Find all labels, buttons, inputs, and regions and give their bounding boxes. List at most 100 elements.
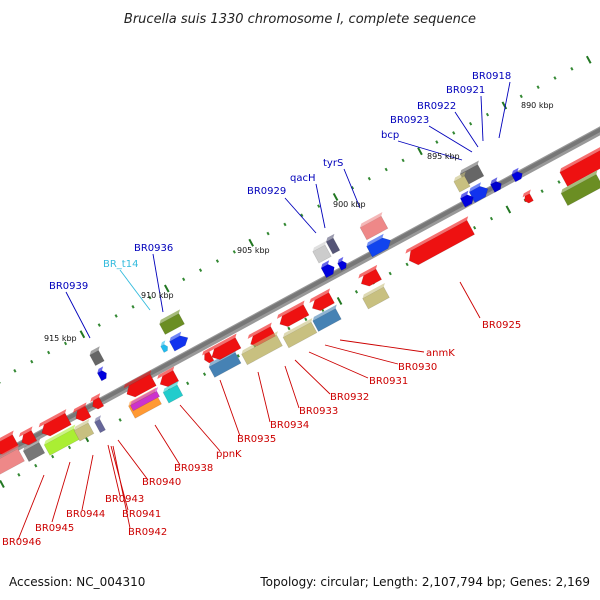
- leader-line: [454, 111, 479, 148]
- scale-label: 895 kbp: [427, 152, 460, 161]
- gene-label-br0931[interactable]: BR0931: [369, 376, 408, 387]
- gene-block: [123, 370, 157, 398]
- gene-features: [0, 142, 600, 476]
- gene-label-br0921[interactable]: BR0921: [446, 85, 485, 96]
- gene-label-br0936[interactable]: BR0936: [134, 243, 173, 254]
- leader-line: [112, 445, 131, 529]
- summary-text: Topology: circular; Length: 2,107,794 bp…: [259, 575, 590, 589]
- gene-label-anmk[interactable]: anmK: [426, 348, 455, 359]
- leader-line: [308, 351, 369, 379]
- leader-line: [17, 474, 45, 541]
- gene-label-br0942[interactable]: BR0942: [128, 527, 167, 538]
- gene-label-br0941[interactable]: BR0941: [122, 509, 161, 520]
- tick-mark: [417, 147, 423, 156]
- leader-line: [119, 269, 151, 311]
- tick-mark: [489, 216, 494, 221]
- gene-label-br0925[interactable]: BR0925: [482, 320, 521, 331]
- tick-mark: [536, 85, 540, 89]
- gene-block-bevel: [94, 415, 101, 423]
- gene-block-bevel: [312, 304, 337, 321]
- gene-label-br0938[interactable]: BR0938: [174, 463, 213, 474]
- tick-mark: [519, 94, 523, 99]
- tick-mark: [51, 454, 55, 459]
- scale-label: 915 kbp: [44, 334, 77, 343]
- reverse-gene-labels: BR0925 anmK BR0930 BR0931 BR0932 BR0933 …: [2, 320, 521, 548]
- gene-block-shape: [279, 304, 310, 327]
- gene-label-br0933[interactable]: BR0933: [299, 406, 338, 417]
- scale-label: 900 kbp: [333, 200, 366, 209]
- gene-block-bevel: [511, 167, 519, 175]
- gene-label-br0943[interactable]: BR0943: [105, 494, 144, 505]
- gene-block-shape: [162, 384, 184, 404]
- tick-mark: [304, 317, 308, 322]
- gene-block-bevel: [160, 340, 166, 347]
- gene-block: [72, 402, 92, 422]
- gene-block: [366, 233, 391, 258]
- gene-label-br-t14[interactable]: BR_t14: [103, 259, 138, 270]
- gene-block-bevel: [89, 346, 100, 356]
- leader-line: [284, 197, 317, 234]
- gene-label-br0935[interactable]: BR0935: [237, 434, 276, 445]
- gene-label-br0923[interactable]: BR0923: [390, 115, 429, 126]
- tick-mark: [198, 268, 203, 272]
- gene-label-br0929[interactable]: BR0929: [247, 186, 286, 197]
- gene-block-bevel: [453, 171, 466, 182]
- gene-label-br0918[interactable]: BR0918: [472, 71, 511, 82]
- leader-line: [498, 81, 511, 139]
- gene-block: [312, 240, 332, 264]
- tick-mark: [540, 189, 544, 193]
- leader-line: [284, 365, 300, 409]
- leader-line: [315, 183, 326, 229]
- tick-mark: [332, 192, 339, 201]
- gene-block-shape: [560, 173, 600, 207]
- gene-block: [90, 393, 105, 410]
- gene-block: [22, 438, 46, 462]
- gene-block: [559, 142, 600, 187]
- tick-mark: [435, 140, 439, 144]
- gene-label-br0932[interactable]: BR0932: [330, 392, 369, 403]
- gene-block: [202, 347, 215, 364]
- gene-block: [169, 331, 189, 352]
- gene-block-bevel: [326, 233, 335, 242]
- tick-mark: [118, 418, 122, 422]
- gene-label-br0922[interactable]: BR0922: [417, 101, 456, 112]
- gene-block: [94, 415, 106, 434]
- gene-block-bevel: [159, 309, 181, 324]
- gene-block: [73, 418, 95, 442]
- gene-label-br0930[interactable]: BR0930: [398, 362, 437, 373]
- gene-block: [490, 177, 502, 193]
- leader-line: [397, 140, 463, 161]
- tick-mark: [469, 121, 473, 126]
- gene-label-qach[interactable]: qacH: [290, 173, 316, 184]
- gene-block-shape: [208, 352, 242, 378]
- gene-block: [312, 304, 342, 332]
- gene-block-bevel: [490, 177, 498, 185]
- gene-block: [453, 171, 471, 193]
- gene-block-bevel: [97, 366, 104, 373]
- tick-mark: [452, 131, 456, 135]
- gene-block-bevel: [241, 331, 278, 355]
- label-leader-lines: [17, 81, 511, 541]
- gene-block-bevel: [561, 170, 598, 194]
- gene-label-br0946[interactable]: BR0946: [2, 537, 41, 548]
- gene-block-bevel: [18, 426, 33, 438]
- gene-label-br0944[interactable]: BR0944: [66, 509, 105, 520]
- gene-block-bevel: [90, 393, 101, 402]
- gene-label-ppnk[interactable]: ppnK: [216, 449, 242, 460]
- gene-block: [405, 216, 475, 266]
- gene-block-shape: [169, 335, 189, 352]
- leader-line: [459, 281, 481, 319]
- gene-block-shape: [94, 418, 106, 434]
- gene-block-shape: [73, 422, 95, 442]
- gene-label-br0939[interactable]: BR0939: [49, 281, 88, 292]
- gene-label-br0945[interactable]: BR0945: [35, 523, 74, 534]
- gene-label-bcp[interactable]: bcp: [381, 130, 399, 141]
- gene-label-tyrs[interactable]: tyrS: [323, 158, 343, 169]
- leader-line: [152, 253, 164, 313]
- gene-label-br0934[interactable]: BR0934: [270, 420, 309, 431]
- tick-mark: [17, 473, 21, 477]
- gene-block-bevel: [321, 260, 330, 269]
- gene-block-shape: [362, 286, 390, 310]
- gene-block: [511, 167, 523, 183]
- gene-label-br0940[interactable]: BR0940: [142, 477, 181, 488]
